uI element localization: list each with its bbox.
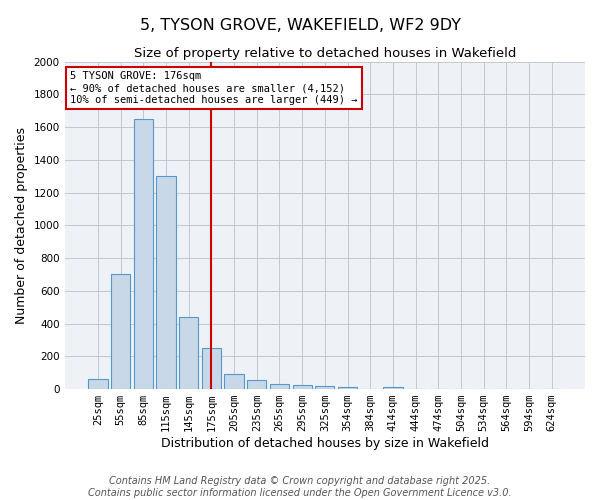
Bar [247,380,266,389]
Text: 5 TYSON GROVE: 176sqm
← 90% of detached houses are smaller (4,152)
10% of semi-d: 5 TYSON GROVE: 176sqm ← 90% of detached … [70,72,358,104]
Bar [134,119,153,389]
Text: Contains HM Land Registry data © Crown copyright and database right 2025.
Contai: Contains HM Land Registry data © Crown c… [88,476,512,498]
Bar [202,348,221,389]
Title: Size of property relative to detached houses in Wakefield: Size of property relative to detached ho… [134,48,516,60]
Bar [383,386,403,389]
Bar [157,176,176,389]
Text: 5, TYSON GROVE, WAKEFIELD, WF2 9DY: 5, TYSON GROVE, WAKEFIELD, WF2 9DY [139,18,461,32]
Bar [88,380,107,389]
Bar [270,384,289,389]
Y-axis label: Number of detached properties: Number of detached properties [15,127,28,324]
Bar [315,386,334,389]
Bar [338,388,357,389]
Bar [179,317,199,389]
Bar [293,385,312,389]
Bar [224,374,244,389]
X-axis label: Distribution of detached houses by size in Wakefield: Distribution of detached houses by size … [161,437,489,450]
Bar [111,274,130,389]
